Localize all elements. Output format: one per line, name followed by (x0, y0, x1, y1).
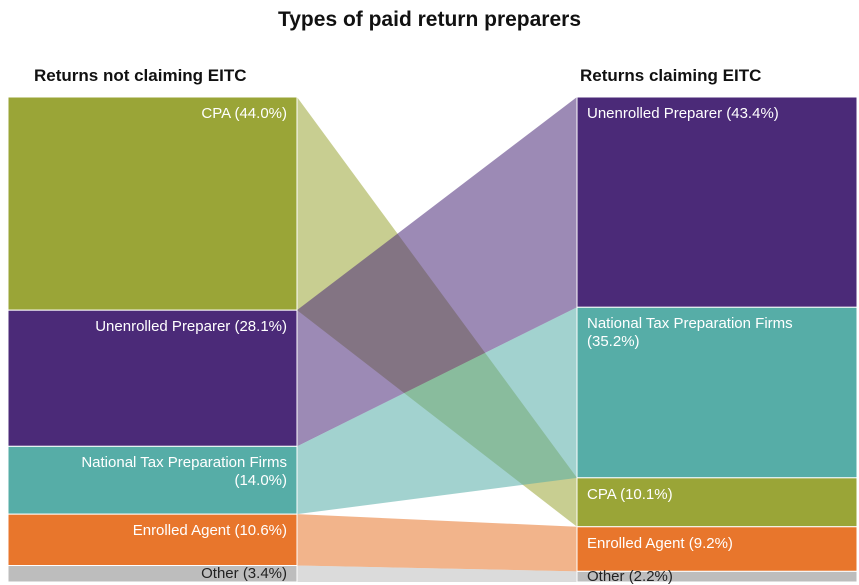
segment-label: Enrolled Agent (10.6%) (77, 522, 287, 540)
category-name: CPA (201, 105, 231, 122)
column-header: Returns claiming EITC (580, 66, 762, 85)
segment (576, 526, 858, 572)
segment-label: CPA (10.1%) (587, 486, 797, 504)
chart-title: Types of paid return preparers (277, 8, 582, 31)
category-name: National Tax Preparation Firms (81, 454, 287, 472)
flow (297, 97, 577, 447)
value-label: (14.0%) (234, 472, 287, 490)
category-name: CPA (587, 485, 616, 503)
segment-label: Unenrolled Preparer (28.1%) (77, 318, 287, 336)
segment (7, 96, 298, 311)
segment (576, 477, 858, 528)
value-label: (43.4%) (726, 105, 779, 122)
segment-label: CPA (44.0%) (77, 105, 287, 123)
column-header: Returns not claiming EITC (34, 66, 247, 85)
flow (297, 307, 577, 515)
value-label: (9.2%) (688, 534, 733, 552)
segment (576, 96, 858, 308)
value-label: (3.4%) (242, 564, 287, 582)
segment (7, 445, 298, 515)
category-name: Unenrolled Preparer (95, 318, 231, 336)
segment (576, 306, 858, 479)
value-label: (28.1%) (234, 318, 287, 336)
value-label: (35.2%) (587, 333, 640, 351)
category-name: Enrolled Agent (132, 522, 231, 540)
category-name: Other (587, 567, 625, 585)
category-name: Other (201, 564, 239, 582)
value-label: (2.2%) (628, 567, 673, 585)
value-label: (44.0%) (234, 105, 287, 122)
segment (7, 513, 298, 567)
flow (297, 514, 577, 572)
category-name: Enrolled Agent (587, 534, 685, 552)
segment-label: Other (3.4%) (77, 565, 287, 583)
flow (297, 565, 577, 582)
category-name: Unenrolled Preparer (587, 105, 723, 122)
value-label: (10.6%) (234, 522, 287, 540)
flows (297, 97, 577, 582)
segment-label: Other (2.2%) (587, 568, 797, 585)
segment (7, 565, 298, 583)
segment-label: National Tax Preparation Firms (35.2%) (587, 315, 797, 351)
segment-label: Unenrolled Preparer (43.4%) (587, 105, 797, 123)
category-name: National Tax Preparation Firms (587, 315, 793, 333)
segment-label: Enrolled Agent (9.2%) (587, 535, 797, 553)
segment-label: National Tax Preparation Firms (14.0%) (77, 454, 287, 490)
segment (7, 309, 298, 447)
segment (576, 570, 858, 583)
value-label: (10.1%) (620, 485, 673, 503)
